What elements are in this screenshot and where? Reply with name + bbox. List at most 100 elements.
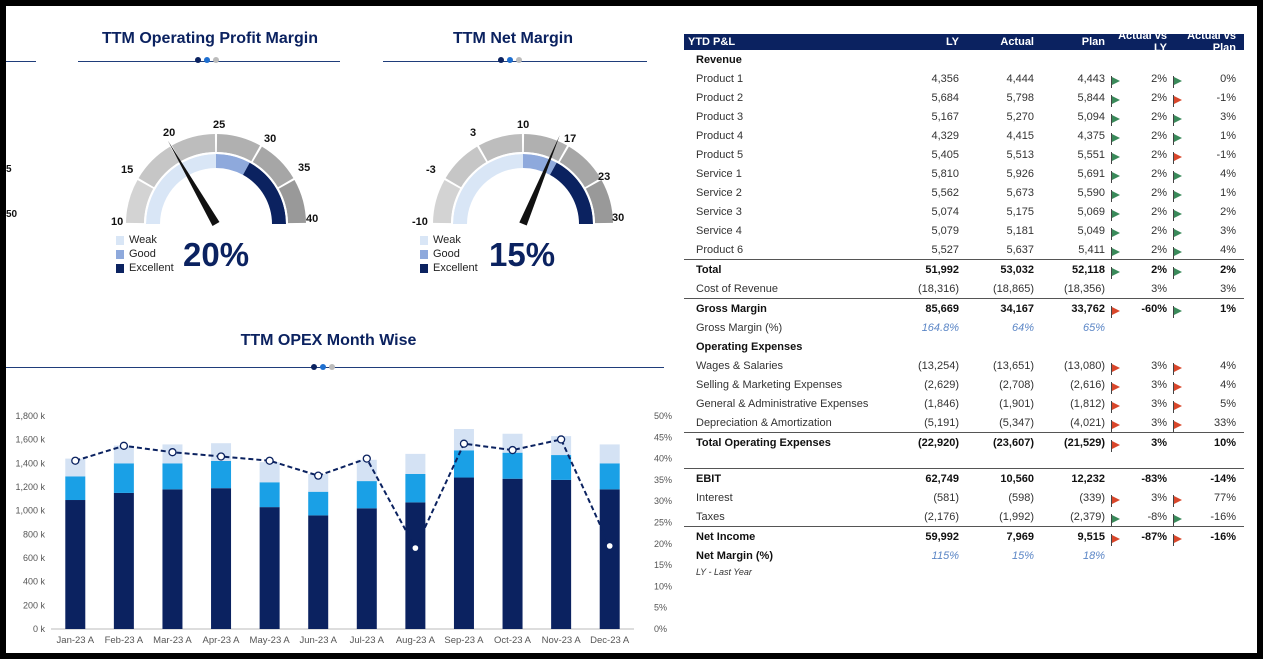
opex-margin-point: [459, 439, 469, 448]
pl-cell-vs-ly: 2%: [1105, 92, 1167, 107]
green-flag-icon: [1173, 227, 1183, 240]
pl-section-row: Revenue: [684, 50, 1244, 69]
red-flag-icon: [1111, 494, 1121, 507]
pl-cell-vs-ly: 2%: [1105, 130, 1167, 145]
y-tick-label: 0 k: [33, 624, 46, 634]
opex-margin-point: [265, 456, 274, 465]
opex-bar-segment: [113, 445, 134, 464]
pl-header-vly: Actual vs LY: [1118, 30, 1167, 54]
red-flag-icon: [1111, 533, 1121, 546]
pl-cell-vs-plan: 3%: [1220, 282, 1236, 295]
green-flag-icon: [1111, 94, 1121, 107]
pl-cell-vs-ly: 2%: [1105, 168, 1167, 183]
pl-cell-vs-plan: 0%: [1167, 73, 1236, 88]
pl-cell-plan: 5,590: [1077, 186, 1105, 199]
pl-row-label: Service 1: [696, 167, 742, 180]
pl-cell-actual: 5,270: [1006, 110, 1034, 123]
opex-bar-segment: [259, 462, 280, 483]
gauge-outer-segment: [138, 146, 180, 188]
opex-margin-line: [74, 438, 611, 551]
weak-swatch: [420, 235, 428, 245]
green-flag-icon: [1111, 227, 1121, 240]
gauge2-title: TTM Net Margin: [453, 30, 573, 47]
pl-row-label: Depreciation & Amortization: [696, 416, 832, 429]
gauge-weak-band: [146, 154, 216, 224]
pl-cell-actual: 7,969: [1006, 530, 1034, 543]
y2-tick-label: 30%: [654, 496, 672, 506]
pl-row-label: Service 2: [696, 186, 742, 199]
pager-dot: [320, 364, 326, 370]
excellent-swatch: [420, 263, 428, 273]
gauge-outer-segment: [445, 146, 487, 188]
green-flag-icon: [1111, 132, 1121, 145]
pl-cell-vs-ly: 3%: [1105, 492, 1167, 507]
pl-cell-vs-ly: 3%: [1105, 379, 1167, 394]
pl-row-label: Product 2: [696, 91, 744, 104]
gauge1-tick-3: 25: [213, 119, 226, 131]
gauge2-dial: [433, 134, 613, 226]
pl-cell-ly: 5,074: [931, 205, 959, 218]
opex-margin-point: [168, 448, 177, 457]
x-tick-label: Jul-23 A: [350, 635, 385, 646]
gauge-outer-segment: [585, 179, 613, 224]
pl-row-label: Wages & Salaries: [696, 359, 784, 372]
green-flag-icon: [1111, 189, 1121, 202]
opex-bar-segment: [65, 500, 86, 629]
pl-cell-ly: 5,562: [931, 186, 959, 199]
pl-row-label: Net Income: [696, 530, 756, 543]
pl-cell-vs-plan: 1%: [1167, 187, 1236, 202]
opex-bar-segment: [356, 481, 377, 509]
pl-cell-actual: 5,175: [1006, 205, 1034, 218]
pl-header-title: YTD P&L: [688, 36, 736, 48]
pl-cell-vs-ly: -87%: [1105, 531, 1167, 546]
y-tick-label: 1,200 k: [15, 482, 45, 492]
gauge-outer-segment: [216, 134, 261, 162]
pl-row-label: Cost of Revenue: [696, 282, 778, 295]
pager-dot: [329, 364, 335, 370]
pl-cell-actual: 5,798: [1006, 91, 1034, 104]
pl-row-label: Product 5: [696, 148, 744, 161]
pl-cell-vs-plan: 2%: [1167, 264, 1236, 279]
pl-cell-actual: 4,444: [1006, 72, 1034, 85]
pl-row-label: Gross Margin (%): [696, 321, 783, 334]
opex-chart: 0 k 200 k 400 k 600 k 800 k 1,000 k 1,200 k 1,4…: [15, 411, 672, 646]
pl-table: YTD P&L LY Actual Plan Actual vs LY Actu…: [684, 30, 1244, 579]
pager-dot: [516, 57, 522, 63]
red-flag-icon: [1173, 381, 1183, 394]
pl-cell-plan: 9,515: [1077, 530, 1105, 543]
table-row: Product 4 4,329 4,415 4,375 2% 1%: [684, 126, 1244, 145]
pl-row-label: EBIT: [696, 472, 722, 485]
pl-cell-actual: 5,181: [1006, 224, 1034, 237]
pl-cell-plan: 65%: [1082, 321, 1105, 334]
green-flag-icon: [1111, 113, 1121, 126]
pager-dot: [204, 57, 210, 63]
pl-cell-plan: 4,375: [1077, 129, 1105, 142]
pl-row-label: Net Margin (%): [696, 549, 773, 562]
pl-cell-plan: 33,762: [1071, 302, 1105, 315]
pl-header-vplan: Actual vs Plan: [1187, 30, 1236, 54]
gauge1-tick-4: 30: [264, 133, 277, 145]
pl-cell-ly: 5,079: [931, 224, 959, 237]
pl-cell-vs-plan: 1%: [1167, 303, 1236, 318]
opex-bar-segment: [211, 488, 232, 629]
pl-cell-actual: (2,708): [999, 378, 1034, 391]
y2-tick-label: 45%: [654, 432, 672, 442]
x-tick-label: Sep-23 A: [444, 635, 484, 646]
pl-cell-vs-ly: -8%: [1105, 511, 1167, 526]
pl-cell-ly: (581): [933, 491, 959, 504]
red-flag-icon: [1173, 362, 1183, 375]
x-tick-label: Mar-23 A: [153, 635, 192, 646]
gauge1-legend: Weak Good Excellent: [116, 233, 174, 275]
y-tick-label: 200 k: [23, 600, 46, 610]
pl-cell-vs-ly: 2%: [1105, 73, 1167, 88]
pl-cell-ly: (2,176): [924, 510, 959, 523]
pl-cell-vs-ly: 2%: [1105, 244, 1167, 259]
good-swatch: [420, 249, 428, 259]
gauge-outer-segment: [478, 134, 523, 162]
opex-rule: [6, 367, 664, 368]
opex-margin-point: [314, 471, 323, 480]
y2-tick-label: 15%: [654, 560, 672, 570]
pl-cell-plan: 5,844: [1077, 91, 1105, 104]
pl-total-row: EBIT 62,749 10,560 12,232 -83% -14%: [684, 468, 1244, 488]
table-row: Product 2 5,684 5,798 5,844 2% -1%: [684, 88, 1244, 107]
